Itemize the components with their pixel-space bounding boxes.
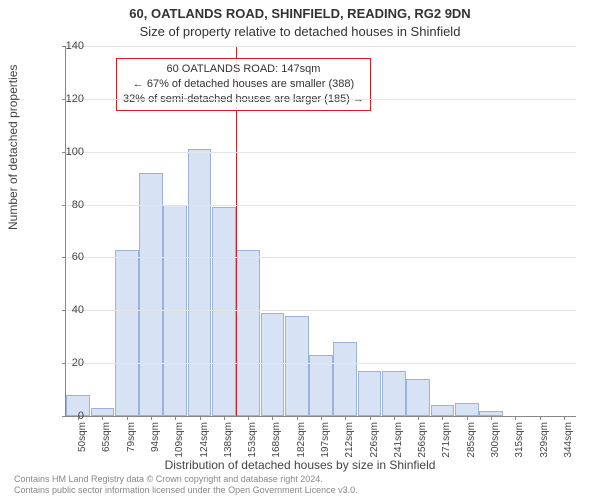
gridline (66, 152, 576, 153)
ytick-label: 40 (44, 304, 84, 316)
bar (139, 173, 163, 416)
bar (91, 408, 115, 416)
y-axis-label: Number of detached properties (6, 65, 20, 230)
xtick-mark (418, 416, 419, 420)
gridline (66, 363, 576, 364)
gridline (66, 46, 576, 47)
xtick-mark (370, 416, 371, 420)
xtick-mark (515, 416, 516, 420)
xtick-label: 138sqm (223, 422, 234, 464)
annotation-line-2: ← 67% of detached houses are smaller (38… (123, 77, 364, 92)
bar (115, 250, 139, 417)
xtick-label: 329sqm (539, 422, 550, 464)
bar (358, 371, 382, 416)
title-subtitle: Size of property relative to detached ho… (0, 24, 600, 39)
ytick-label: 80 (44, 199, 84, 211)
xtick-label: 226sqm (369, 422, 380, 464)
xtick-mark (248, 416, 249, 420)
plot-area: 60 OATLANDS ROAD: 147sqm ← 67% of detach… (65, 46, 576, 417)
ytick-label: 120 (44, 93, 84, 105)
annotation-line-1: 60 OATLANDS ROAD: 147sqm (123, 62, 364, 77)
xtick-label: 168sqm (271, 422, 282, 464)
xtick-label: 344sqm (563, 422, 574, 464)
footer-line-1: Contains HM Land Registry data © Crown c… (14, 474, 358, 485)
xtick-mark (224, 416, 225, 420)
chart-container: 60, OATLANDS ROAD, SHINFIELD, READING, R… (0, 0, 600, 500)
xtick-label: 300sqm (490, 422, 501, 464)
xtick-label: 256sqm (417, 422, 428, 464)
xtick-label: 79sqm (126, 422, 137, 464)
ytick-label: 60 (44, 251, 84, 263)
xtick-mark (200, 416, 201, 420)
gridline (66, 310, 576, 311)
xtick-label: 124sqm (199, 422, 210, 464)
bar (236, 250, 260, 417)
xtick-label: 285sqm (466, 422, 477, 464)
title-address: 60, OATLANDS ROAD, SHINFIELD, READING, R… (0, 6, 600, 21)
gridline (66, 99, 576, 100)
xtick-label: 50sqm (77, 422, 88, 464)
xtick-mark (540, 416, 541, 420)
xtick-label: 212sqm (344, 422, 355, 464)
ytick-label: 100 (44, 146, 84, 158)
ytick-label: 20 (44, 357, 84, 369)
bar (261, 313, 285, 416)
xtick-label: 153sqm (247, 422, 258, 464)
bar (431, 405, 455, 416)
xtick-mark (345, 416, 346, 420)
xtick-label: 315sqm (514, 422, 525, 464)
bar (333, 342, 357, 416)
xtick-mark (175, 416, 176, 420)
xtick-label: 65sqm (101, 422, 112, 464)
xtick-mark (467, 416, 468, 420)
xtick-label: 271sqm (441, 422, 452, 464)
bar (188, 149, 212, 416)
gridline (66, 257, 576, 258)
bar (285, 316, 309, 416)
xtick-mark (321, 416, 322, 420)
xtick-label: 182sqm (296, 422, 307, 464)
xtick-label: 241sqm (393, 422, 404, 464)
xtick-mark (564, 416, 565, 420)
footer-line-2: Contains public sector information licen… (14, 485, 358, 496)
bar (406, 379, 430, 416)
ytick-label: 0 (44, 410, 84, 422)
annotation-box: 60 OATLANDS ROAD: 147sqm ← 67% of detach… (116, 58, 371, 111)
xtick-mark (491, 416, 492, 420)
gridline (66, 205, 576, 206)
xtick-label: 197sqm (320, 422, 331, 464)
xtick-mark (272, 416, 273, 420)
xtick-mark (442, 416, 443, 420)
xtick-mark (151, 416, 152, 420)
xtick-mark (394, 416, 395, 420)
xtick-label: 94sqm (150, 422, 161, 464)
xtick-mark (297, 416, 298, 420)
ytick-label: 140 (44, 40, 84, 52)
bar (455, 403, 479, 416)
xtick-mark (102, 416, 103, 420)
bar (309, 355, 333, 416)
bar (382, 371, 406, 416)
xtick-mark (127, 416, 128, 420)
xtick-label: 109sqm (174, 422, 185, 464)
bar (212, 207, 236, 416)
footer-attribution: Contains HM Land Registry data © Crown c… (14, 474, 358, 497)
